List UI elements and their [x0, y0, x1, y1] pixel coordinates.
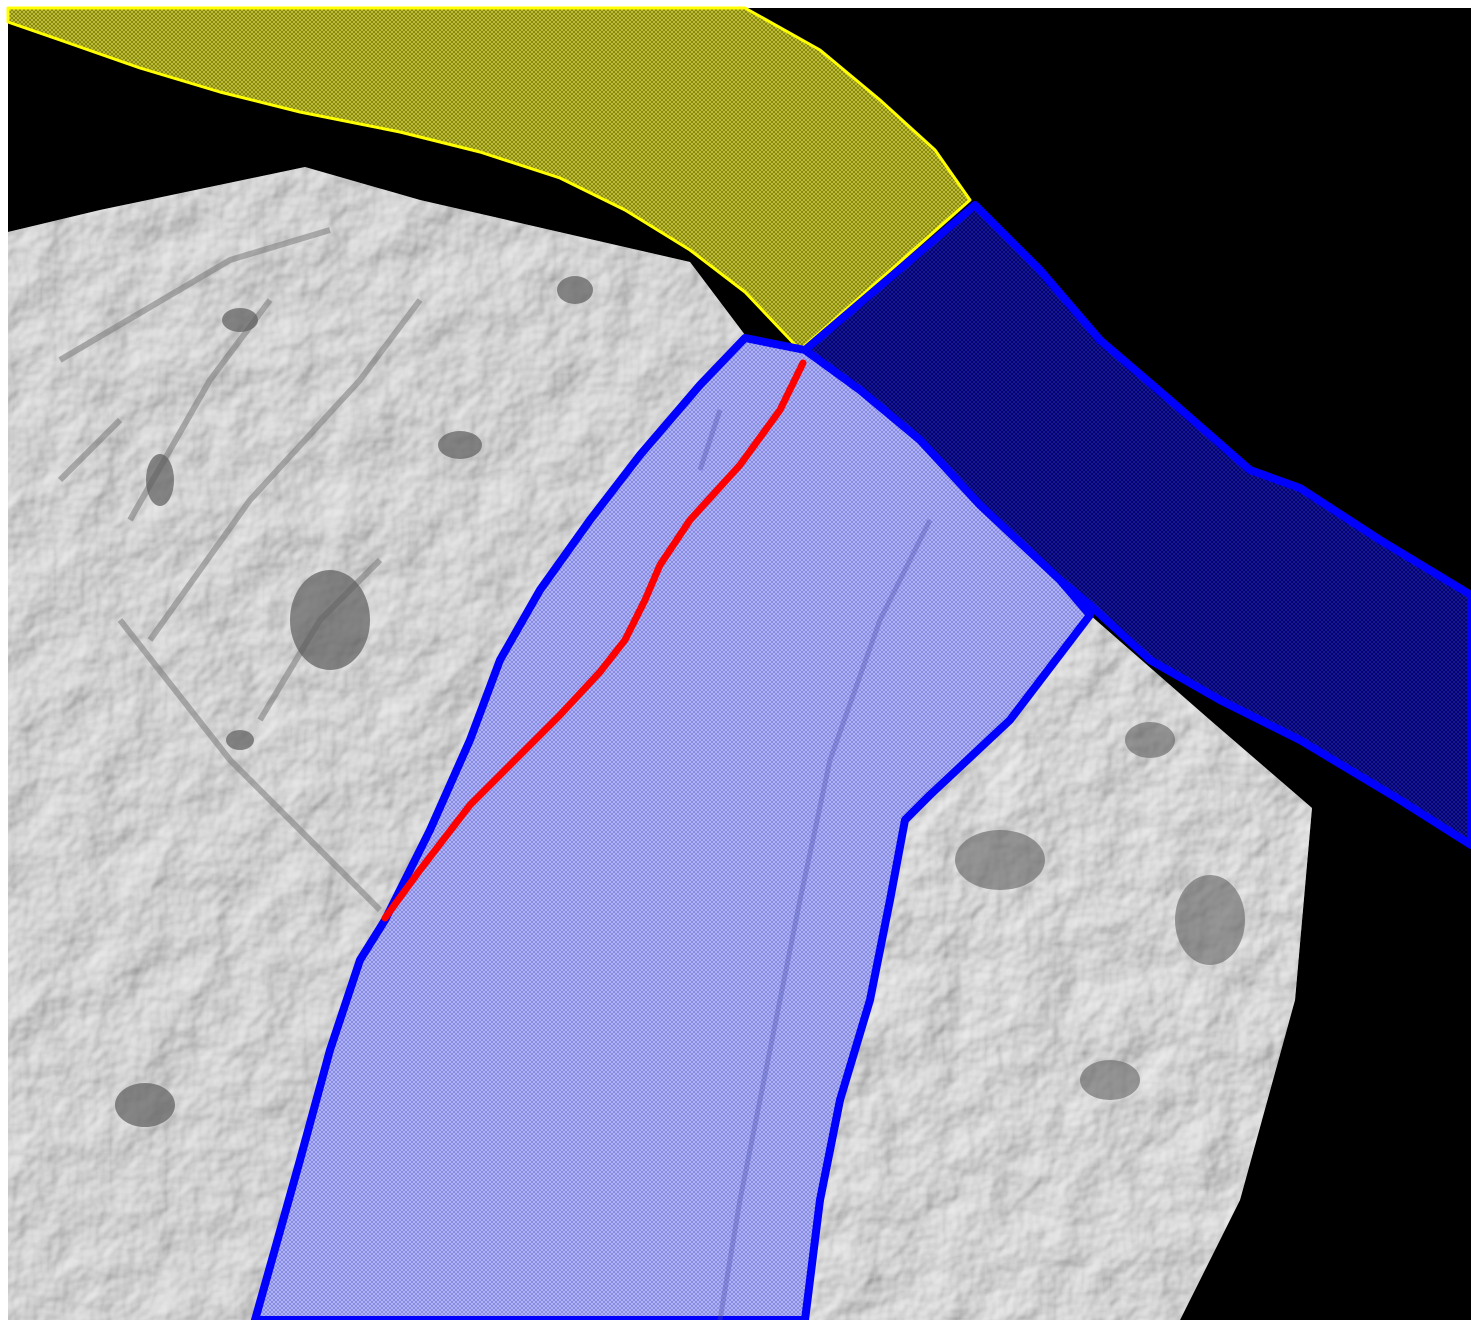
river-bed-relief — [697, 409, 933, 1320]
red-bank-line[interactable] — [381, 359, 807, 922]
upstream-channel-polygon[interactable] — [6, 6, 972, 352]
light-river-polygon[interactable] — [251, 334, 1094, 1320]
